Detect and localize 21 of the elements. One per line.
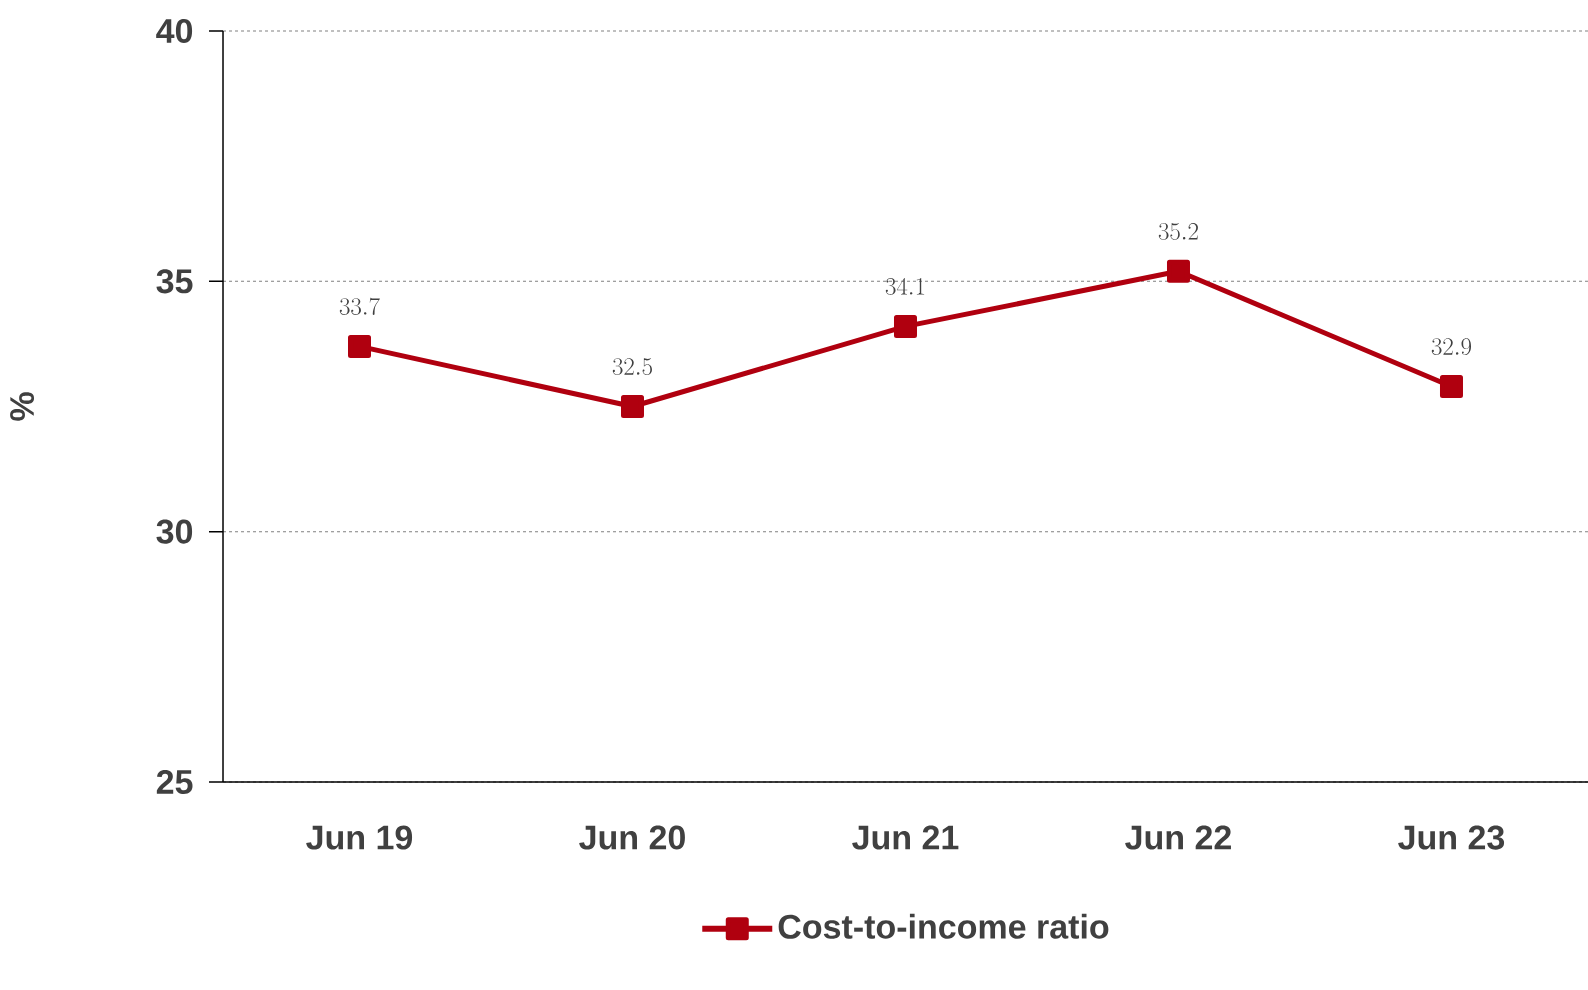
y-tick-label: 35 — [156, 269, 193, 294]
x-tick-label: Jun 19 — [306, 825, 413, 850]
point — [621, 394, 644, 418]
x-tick-label: Jun 23 — [1398, 825, 1505, 850]
data-label: 32.5 — [612, 358, 652, 376]
data-label: 32.9 — [1431, 338, 1472, 356]
x-tick-label: Jun 21 — [852, 825, 959, 850]
y-axis-title: % — [10, 392, 35, 421]
point — [893, 314, 917, 338]
x-tick-label: Jun 22 — [1125, 825, 1231, 850]
data-label: 34. 1 — [885, 277, 925, 295]
legend-label: Cost-to-income ratio — [778, 913, 1109, 939]
point — [1439, 374, 1463, 398]
x-tick-label: Jun 20 — [579, 825, 685, 850]
y-tick-label: 30 — [156, 519, 193, 544]
data-label: 33.7 — [339, 297, 380, 315]
point — [348, 334, 371, 358]
point — [1166, 259, 1190, 283]
y-tick-label: 40 — [156, 18, 193, 44]
y-tick-label: 25 — [156, 769, 193, 795]
data-label: 35.2 — [1158, 223, 1198, 240]
